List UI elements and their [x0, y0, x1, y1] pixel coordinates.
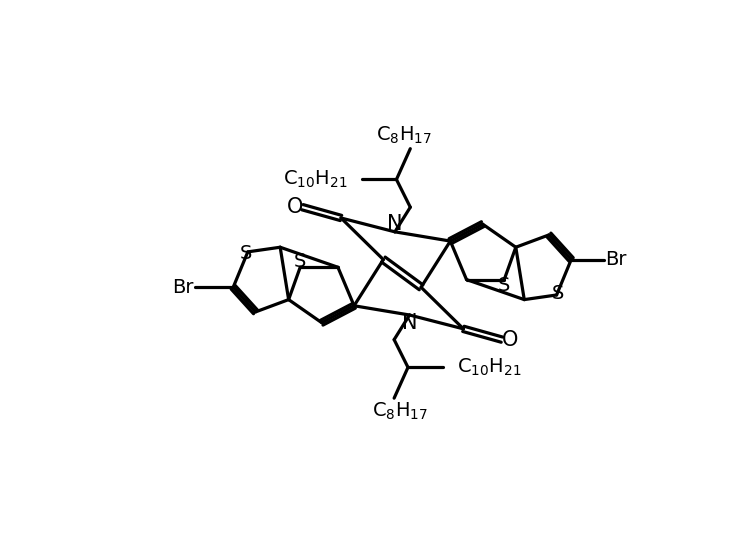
- Text: S: S: [498, 276, 510, 295]
- Text: O: O: [501, 330, 518, 349]
- Text: N: N: [387, 214, 403, 234]
- Text: S: S: [240, 244, 253, 263]
- Text: $\mathregular{C_{10}H_{21}}$: $\mathregular{C_{10}H_{21}}$: [284, 169, 348, 190]
- Text: $\mathregular{C_{8}H_{17}}$: $\mathregular{C_{8}H_{17}}$: [376, 125, 432, 146]
- Text: $\mathregular{C_{10}H_{21}}$: $\mathregular{C_{10}H_{21}}$: [456, 357, 521, 378]
- Text: N: N: [402, 313, 417, 333]
- Text: S: S: [552, 284, 564, 303]
- Text: O: O: [287, 197, 303, 217]
- Text: Br: Br: [173, 278, 194, 297]
- Text: Br: Br: [605, 250, 627, 269]
- Text: S: S: [294, 252, 306, 271]
- Text: $\mathregular{C_{8}H_{17}}$: $\mathregular{C_{8}H_{17}}$: [372, 401, 428, 422]
